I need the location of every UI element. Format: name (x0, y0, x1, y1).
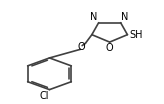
Text: N: N (91, 12, 98, 22)
Text: N: N (122, 12, 129, 22)
Text: O: O (106, 43, 113, 53)
Text: Cl: Cl (39, 91, 49, 101)
Text: SH: SH (129, 30, 143, 40)
Text: O: O (77, 42, 85, 52)
